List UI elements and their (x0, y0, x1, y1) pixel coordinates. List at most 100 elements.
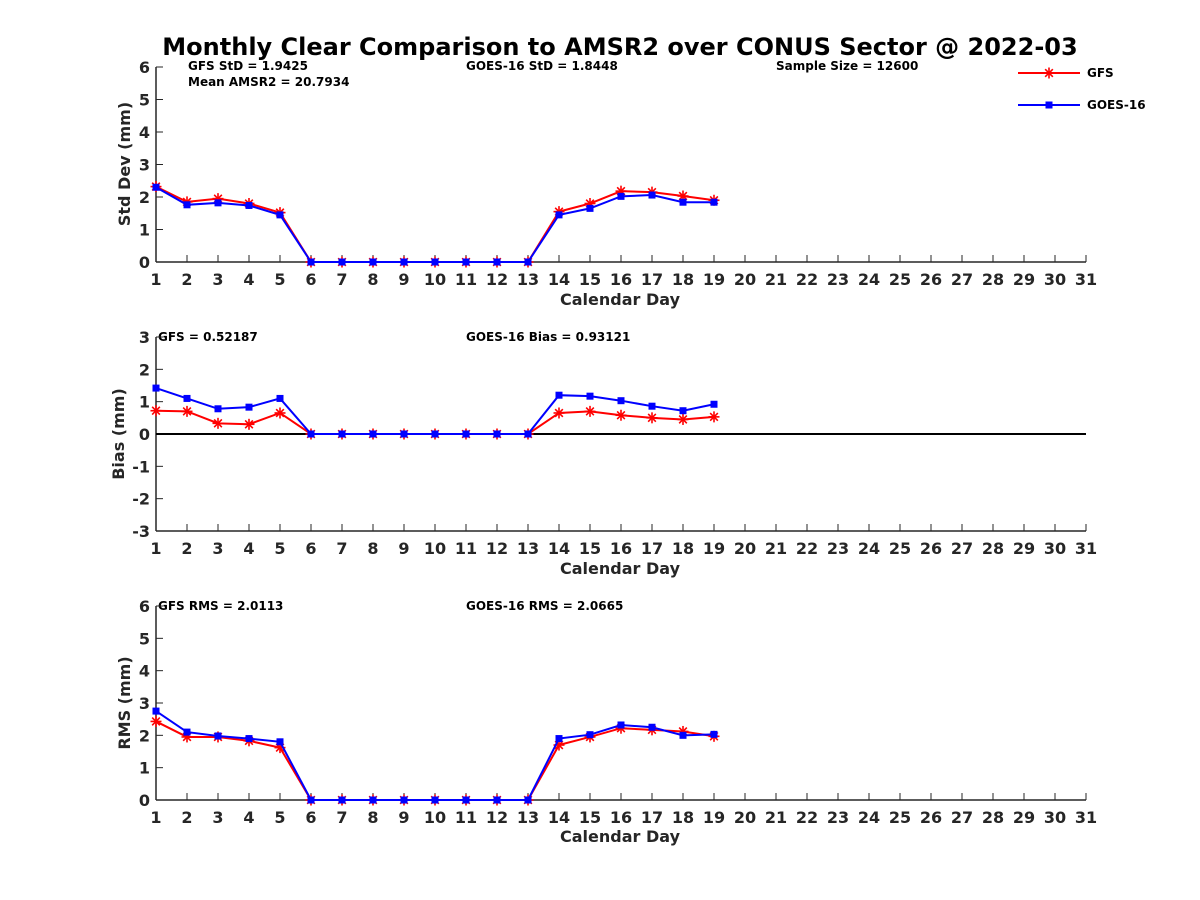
data-point-goes-16 (555, 211, 563, 219)
figure-title: Monthly Clear Comparison to AMSR2 over C… (162, 33, 1077, 61)
data-point-goes-16 (648, 191, 656, 199)
data-point-gfs (181, 405, 193, 417)
x-tick-label: 6 (305, 539, 316, 558)
x-tick-label: 1 (150, 270, 161, 289)
x-tick-label: 26 (920, 270, 942, 289)
data-point-goes-16 (555, 735, 563, 743)
x-tick-label: 28 (982, 539, 1004, 558)
series-line-gfs (155, 185, 715, 263)
y-tick-label: 4 (139, 123, 150, 142)
x-tick-label: 12 (486, 270, 508, 289)
data-point-goes-16 (648, 723, 656, 731)
y-axis-label: Std Dev (mm) (115, 102, 134, 226)
x-tick-label: 24 (858, 808, 880, 827)
x-tick-label: 7 (336, 808, 347, 827)
x-tick-label: 19 (703, 270, 725, 289)
x-tick-label: 27 (951, 808, 973, 827)
panel-rms: GFS RMS = 2.0113 GOES-16 RMS = 2.0665 Ca… (115, 597, 1097, 846)
data-point-goes-16 (679, 407, 687, 415)
x-tick-label: 22 (796, 539, 818, 558)
x-tick-label: 17 (641, 270, 663, 289)
x-tick-label: 5 (274, 539, 285, 558)
x-tick-label: 23 (827, 270, 849, 289)
data-point-gfs (150, 715, 162, 727)
x-tick-label: 3 (212, 270, 223, 289)
y-tick-label: 1 (139, 393, 150, 412)
data-point-goes-16 (245, 403, 253, 411)
y-tick-label: 5 (139, 91, 150, 110)
data-point-gfs (553, 407, 565, 419)
legend-item-gfs: GFS (1018, 66, 1114, 80)
x-tick-label: 8 (367, 539, 378, 558)
x-tick-label: 26 (920, 808, 942, 827)
annotation-sample-size: Sample Size = 12600 (776, 59, 918, 73)
x-tick-label: 19 (703, 539, 725, 558)
data-point-gfs (274, 407, 286, 419)
data-point-goes-16 (400, 258, 408, 266)
x-tick-label: 30 (1044, 808, 1066, 827)
x-tick-label: 6 (305, 270, 316, 289)
data-point-goes-16 (338, 796, 346, 804)
x-tick-label: 10 (424, 270, 446, 289)
y-tick-label: 6 (139, 58, 150, 77)
x-axis-label: Calendar Day (560, 559, 681, 578)
panel-std-dev: GFS StD = 1.9425 Mean AMSR2 = 20.7934 GO… (115, 58, 1097, 309)
x-tick-label: 22 (796, 270, 818, 289)
data-point-goes-16 (710, 400, 718, 408)
x-tick-label: 3 (212, 539, 223, 558)
data-point-gfs (212, 417, 224, 429)
annotation-gfs-std: GFS StD = 1.9425 (188, 59, 308, 73)
x-tick-label: 14 (548, 539, 570, 558)
x-tick-label: 1 (150, 808, 161, 827)
x-tick-label: 31 (1075, 808, 1097, 827)
data-point-goes-16 (369, 430, 377, 438)
y-tick-label: 2 (139, 360, 150, 379)
x-tick-label: 2 (181, 539, 192, 558)
x-tick-label: 7 (336, 270, 347, 289)
x-tick-label: 6 (305, 808, 316, 827)
y-tick-label: 1 (139, 221, 150, 240)
data-point-goes-16 (276, 394, 284, 402)
x-tick-label: 15 (579, 539, 601, 558)
data-point-goes-16 (431, 796, 439, 804)
x-tick-label: 11 (455, 539, 477, 558)
x-tick-label: 12 (486, 808, 508, 827)
data-point-goes-16 (431, 430, 439, 438)
series-goes-16 (152, 384, 718, 438)
x-tick-label: 25 (889, 539, 911, 558)
data-point-goes-16 (710, 730, 718, 738)
x-tick-label: 4 (243, 539, 254, 558)
x-tick-label: 25 (889, 270, 911, 289)
panel-bias: GFS = 0.52187 GOES-16 Bias = 0.93121 Cal… (109, 328, 1097, 578)
series-line-goes-16 (155, 710, 715, 801)
y-tick-label: -3 (132, 522, 150, 541)
x-tick-label: 14 (548, 808, 570, 827)
data-point-goes-16 (338, 258, 346, 266)
x-tick-label: 27 (951, 539, 973, 558)
legend-gfs-marker-shape (1043, 67, 1055, 79)
x-tick-label: 15 (579, 270, 601, 289)
annotation-goes16-bias: GOES-16 Bias = 0.93121 (466, 330, 630, 344)
data-point-gfs (677, 413, 689, 425)
y-tick-label: -1 (132, 457, 150, 476)
data-point-goes-16 (183, 728, 191, 736)
x-tick-label: 11 (455, 808, 477, 827)
y-tick-label: 0 (139, 425, 150, 444)
x-tick-label: 23 (827, 808, 849, 827)
data-point-goes-16 (462, 258, 470, 266)
data-point-goes-16 (431, 258, 439, 266)
x-tick-label: 19 (703, 808, 725, 827)
data-point-gfs (646, 412, 658, 424)
data-point-goes-16 (617, 721, 625, 729)
x-tick-label: 7 (336, 539, 347, 558)
legend-goes16-marker (1045, 101, 1053, 109)
x-tick-label: 12 (486, 539, 508, 558)
data-point-goes-16 (307, 258, 315, 266)
series-gfs (150, 181, 720, 268)
x-tick-label: 22 (796, 808, 818, 827)
data-point-goes-16 (555, 391, 563, 399)
x-tick-label: 2 (181, 808, 192, 827)
data-point-goes-16 (493, 796, 501, 804)
x-tick-label: 28 (982, 808, 1004, 827)
